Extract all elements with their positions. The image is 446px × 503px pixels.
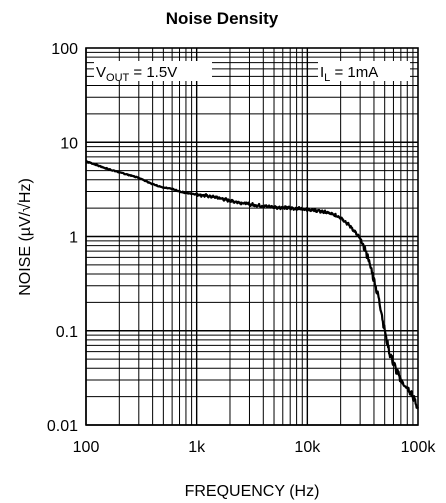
annotation-il-sub: L — [324, 72, 330, 84]
annotation-vout-main: V — [96, 64, 106, 81]
x-tick-label: 100 — [73, 439, 100, 456]
y-tick-labels: 100 10 1 0.1 0.01 — [47, 41, 78, 435]
annotation-il-rest: = 1mA — [330, 64, 378, 81]
y-tick-label: 0.1 — [56, 324, 78, 341]
y-tick-label: 10 — [60, 135, 78, 152]
annotation-vout-sub: OUT — [106, 72, 130, 84]
annotation-vout-rest: = 1.5V — [129, 64, 177, 81]
x-axis-label: FREQUENCY (Hz) — [185, 483, 320, 500]
x-tick-label: 100k — [401, 439, 437, 456]
annotation-il-bg — [318, 61, 410, 81]
grid — [85, 48, 418, 426]
annotation-vout: VOUT = 1.5V — [96, 64, 177, 84]
y-tick-label: 1 — [69, 230, 78, 247]
y-axis-label: NOISE (µV/√Hz) — [17, 178, 34, 296]
y-tick-label: 0.01 — [47, 418, 78, 435]
y-tick-label: 100 — [51, 41, 78, 58]
chart-title: Noise Density — [166, 9, 279, 28]
annotation-il-main: I — [320, 64, 324, 81]
plot-frame — [85, 47, 419, 426]
annotation-vout-bg — [94, 61, 212, 81]
series-line — [85, 160, 420, 410]
x-tick-label: 10k — [294, 439, 321, 456]
annotation-il: IL = 1mA — [320, 64, 378, 84]
x-tick-labels: 100 1k 10k 100k — [73, 439, 437, 456]
x-tick-label: 1k — [188, 439, 206, 456]
